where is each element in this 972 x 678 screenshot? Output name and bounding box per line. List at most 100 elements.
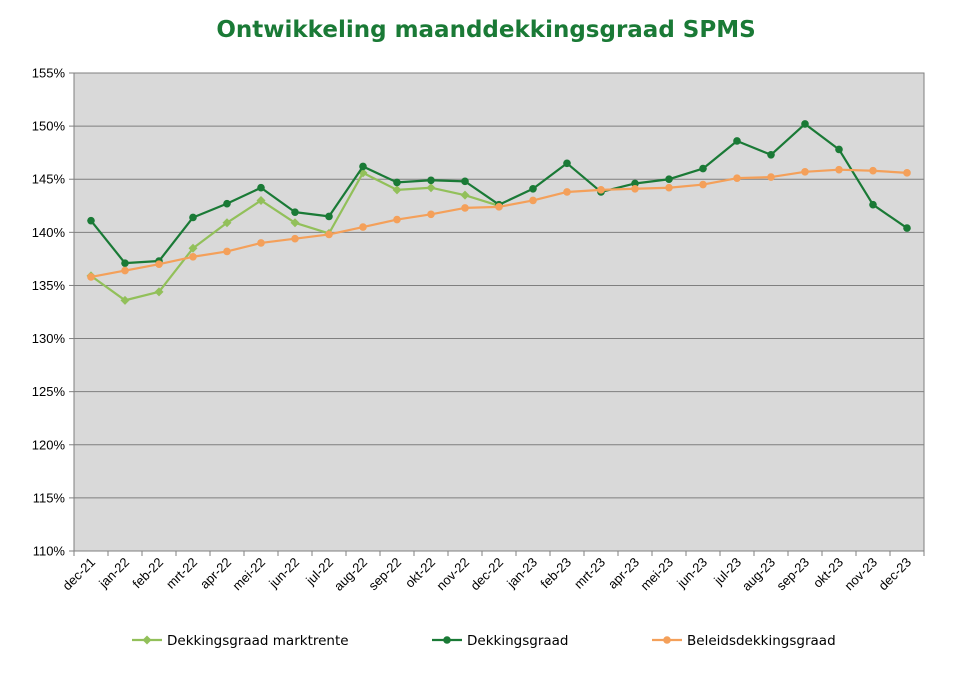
- series-layer: [86, 120, 911, 305]
- data-point: [767, 173, 775, 181]
- x-tick-label: mrt-23: [571, 555, 608, 592]
- data-point: [359, 223, 367, 231]
- y-tick-label: 155%: [32, 66, 66, 81]
- y-tick-label: 145%: [32, 172, 66, 187]
- data-point: [256, 195, 266, 205]
- data-point: [835, 145, 843, 154]
- data-point: [869, 166, 877, 175]
- legend-label: Dekkingsgraad: [467, 633, 568, 649]
- data-point: [121, 259, 129, 267]
- data-point: [120, 295, 130, 305]
- data-point: [495, 203, 503, 211]
- data-point: [257, 239, 265, 247]
- x-tick-label: mrt-22: [163, 555, 200, 592]
- data-point: [427, 210, 435, 219]
- x-tick-label: mei-22: [229, 555, 268, 594]
- data-point: [223, 199, 231, 208]
- y-tick-label: 140%: [32, 225, 66, 240]
- data-point: [189, 252, 197, 261]
- x-tick-label: apr-22: [197, 555, 234, 592]
- data-point: [801, 167, 809, 176]
- x-tick-label: feb-23: [537, 555, 574, 592]
- y-tick-label: 135%: [32, 278, 66, 293]
- data-point: [290, 218, 300, 228]
- data-point: [359, 162, 367, 171]
- data-point: [563, 188, 571, 196]
- legend-marker: [663, 636, 671, 644]
- x-tick-label: mei-23: [637, 555, 676, 594]
- y-tick-label: 130%: [32, 331, 66, 346]
- data-point: [733, 174, 741, 182]
- x-tick-label: okt-23: [810, 555, 846, 591]
- y-tick-label: 110%: [33, 544, 66, 559]
- data-point: [223, 247, 231, 256]
- y-tick-label: 115%: [33, 490, 66, 505]
- x-tick-label: jun-22: [265, 555, 302, 592]
- data-point: [154, 287, 164, 297]
- data-point: [426, 183, 436, 193]
- data-point: [869, 200, 877, 209]
- legend-item: Dekkingsgraad: [432, 633, 568, 649]
- y-tick-label: 125%: [32, 384, 66, 399]
- data-point: [222, 218, 232, 228]
- data-point: [665, 183, 673, 192]
- gridlines: [69, 72, 924, 552]
- x-tick-label: dec-23: [875, 555, 914, 594]
- data-point: [903, 224, 911, 232]
- x-tick-label: jan-22: [95, 555, 132, 592]
- x-tick-label: aug-22: [331, 555, 370, 594]
- legend-marker: [443, 636, 451, 644]
- data-point: [733, 137, 741, 145]
- data-point: [291, 208, 299, 216]
- data-point: [563, 159, 571, 168]
- x-tick-label: aug-23: [739, 555, 778, 594]
- data-point: [427, 176, 435, 185]
- x-tick-label: sep-22: [365, 555, 404, 594]
- x-tick-label: okt-22: [402, 555, 438, 591]
- y-tick-label: 120%: [32, 437, 66, 452]
- data-point: [189, 213, 197, 222]
- x-tick-label: dec-22: [467, 555, 506, 594]
- legend: Dekkingsgraad marktrente Dekkingsgraad Bel…: [132, 633, 836, 649]
- legend-label: Dekkingsgraad marktrente: [167, 633, 349, 649]
- x-tick-label: feb-22: [129, 555, 166, 592]
- data-point: [529, 184, 537, 193]
- data-point: [835, 165, 843, 174]
- data-point: [325, 230, 333, 239]
- data-point: [87, 273, 95, 281]
- data-point: [461, 177, 469, 186]
- data-point: [597, 186, 605, 194]
- data-point: [393, 178, 401, 187]
- data-point: [155, 260, 163, 269]
- y-axis-ticks: 110% 115% 120% 125% 130% 135% 140% 145% 150% 155%: [32, 66, 66, 559]
- data-point: [392, 185, 402, 195]
- data-point: [393, 215, 401, 224]
- y-tick-label: 150%: [32, 119, 66, 134]
- x-tick-label: nov-23: [841, 555, 880, 594]
- data-point: [699, 180, 707, 189]
- data-point: [325, 212, 333, 221]
- data-point: [665, 175, 673, 184]
- data-point: [529, 196, 537, 205]
- legend-item: Dekkingsgraad marktrente: [132, 633, 349, 649]
- x-tick-label: apr-23: [605, 555, 642, 592]
- x-tick-label: jan-23: [503, 555, 540, 592]
- legend-item: Beleidsdekkingsgraad: [652, 633, 836, 649]
- data-point: [291, 234, 299, 243]
- data-point: [460, 190, 470, 200]
- data-point: [188, 243, 198, 253]
- data-point: [121, 266, 129, 275]
- data-point: [631, 179, 639, 188]
- data-point: [87, 216, 95, 225]
- data-point: [699, 164, 707, 173]
- chart-title: Ontwikkeling maanddekkingsgraad SPMS: [216, 17, 755, 43]
- legend-marker: [142, 635, 152, 645]
- data-point: [801, 120, 809, 128]
- series-2: [87, 165, 911, 281]
- x-tick-label: dec-21: [59, 555, 98, 594]
- legend-label: Beleidsdekkingsgraad: [687, 633, 836, 649]
- x-tick-label: jun-23: [673, 555, 710, 592]
- data-point: [257, 183, 265, 192]
- data-point: [461, 204, 469, 212]
